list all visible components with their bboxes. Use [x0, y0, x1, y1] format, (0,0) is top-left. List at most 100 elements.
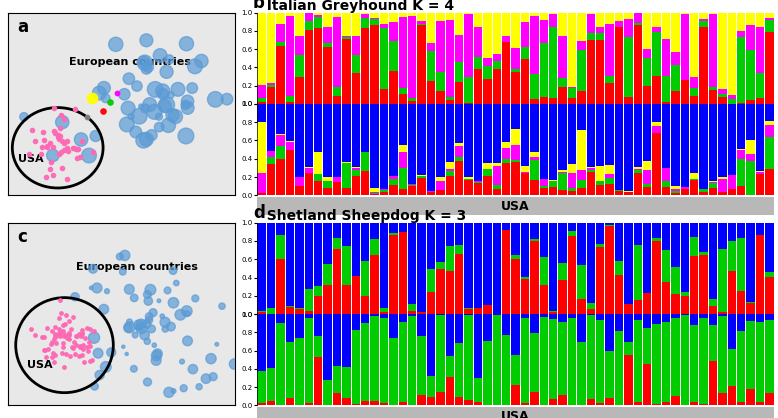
Point — [53, 326, 65, 333]
Bar — [342, 36, 351, 37]
Bar — [417, 178, 426, 195]
Bar — [662, 223, 670, 250]
Point — [181, 104, 194, 111]
Bar — [633, 169, 642, 170]
Bar — [511, 13, 520, 48]
Bar — [370, 194, 379, 195]
Bar — [408, 98, 416, 101]
Point — [100, 288, 113, 295]
Bar — [727, 13, 736, 95]
Bar — [333, 314, 342, 365]
Bar — [605, 83, 614, 104]
Point — [84, 326, 96, 332]
Point — [135, 325, 148, 331]
Bar — [615, 27, 623, 104]
Bar — [380, 308, 388, 312]
Point — [37, 333, 50, 340]
Point — [142, 64, 154, 70]
Bar — [295, 104, 303, 177]
Bar — [502, 142, 510, 148]
Bar — [342, 162, 351, 163]
Bar — [324, 13, 331, 27]
Point — [72, 146, 85, 153]
Bar — [426, 13, 435, 43]
Bar — [342, 13, 351, 36]
Bar — [709, 306, 717, 314]
Point — [23, 151, 35, 158]
Bar — [681, 189, 689, 195]
Bar — [314, 336, 322, 357]
Bar — [314, 15, 322, 17]
Bar — [624, 223, 633, 304]
Bar — [746, 140, 755, 154]
Bar — [370, 20, 379, 25]
Bar — [624, 342, 633, 355]
Bar — [398, 189, 407, 195]
Point — [55, 165, 68, 171]
Bar — [671, 396, 680, 405]
Bar — [727, 314, 736, 349]
Bar — [766, 137, 773, 169]
Bar — [464, 14, 473, 76]
Bar — [398, 168, 407, 189]
Bar — [333, 87, 342, 96]
Bar — [605, 184, 614, 195]
Bar — [408, 314, 416, 316]
Bar — [568, 104, 576, 164]
Bar — [587, 168, 595, 170]
Bar — [643, 161, 651, 170]
Bar — [624, 104, 633, 191]
Point — [97, 306, 110, 313]
Bar — [389, 223, 398, 233]
Point — [58, 115, 70, 122]
Point — [145, 132, 158, 138]
Bar — [727, 349, 736, 386]
Bar — [361, 28, 370, 104]
Bar — [766, 169, 773, 195]
Bar — [709, 361, 717, 405]
Bar — [408, 304, 416, 311]
Bar — [699, 19, 708, 20]
Bar — [746, 302, 755, 303]
Point — [36, 144, 48, 150]
Bar — [587, 13, 595, 14]
Bar — [361, 13, 370, 14]
Point — [216, 303, 228, 309]
Bar — [314, 357, 322, 405]
Bar — [699, 223, 708, 252]
Bar — [596, 185, 605, 195]
Point — [79, 335, 92, 342]
Bar — [681, 314, 689, 315]
Bar — [492, 69, 501, 104]
Point — [150, 352, 163, 359]
Bar — [333, 181, 342, 182]
Bar — [633, 170, 642, 173]
Bar — [709, 104, 717, 181]
Bar — [568, 223, 576, 231]
Bar — [502, 230, 510, 314]
Bar — [389, 23, 398, 41]
Point — [54, 133, 66, 140]
Bar — [746, 321, 755, 389]
Point — [49, 130, 61, 136]
Bar — [653, 238, 661, 241]
Point — [81, 324, 93, 331]
Point — [81, 113, 93, 120]
Point — [54, 297, 66, 303]
Bar — [389, 314, 398, 338]
Bar — [304, 104, 313, 167]
Bar — [398, 17, 407, 88]
Bar — [596, 13, 605, 27]
Bar — [314, 286, 322, 296]
Bar — [624, 192, 633, 195]
Point — [110, 41, 122, 48]
Bar — [389, 71, 398, 104]
Bar — [587, 14, 595, 33]
Bar — [755, 314, 764, 322]
Bar — [766, 104, 773, 121]
Point — [53, 315, 65, 321]
Bar — [370, 193, 379, 194]
Point — [157, 91, 170, 97]
Point — [37, 347, 50, 353]
Bar — [464, 309, 473, 314]
